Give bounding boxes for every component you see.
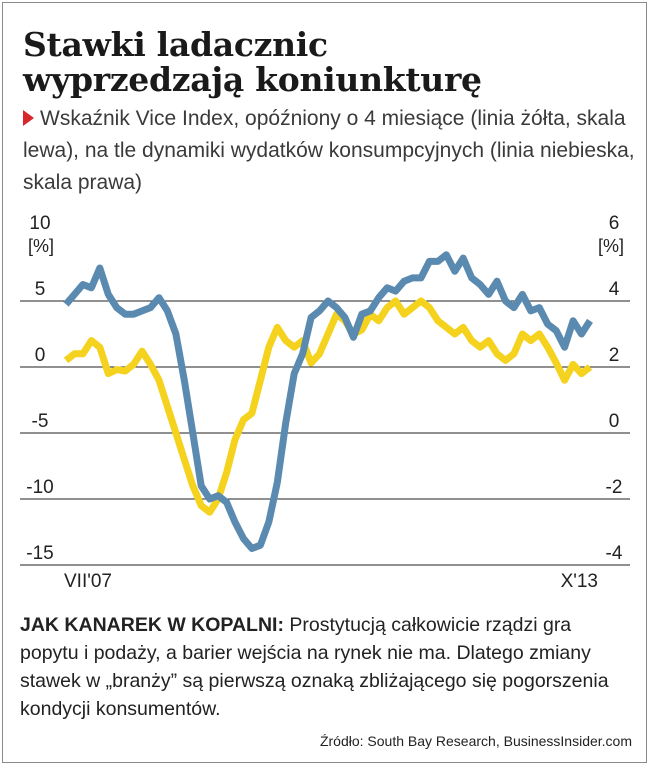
chart-series bbox=[63, 251, 593, 552]
chart-axis-labels: 10 6 5 4 0 2 -5 0 -10 -2 -15 -4 [%] [%] VII'07 X'13 bbox=[26, 213, 624, 592]
right-axis-tick-label: 0 bbox=[609, 411, 620, 432]
left-axis-tick-label: -10 bbox=[26, 477, 53, 498]
left-axis-tick-label: -15 bbox=[26, 543, 53, 564]
line-chart: 10 6 5 4 0 2 -5 0 -10 -2 -15 -4 [%] [%] VII'07 X'13 bbox=[20, 213, 630, 592]
right-axis-tick-label: -2 bbox=[606, 477, 623, 498]
left-axis-tick-label: 0 bbox=[35, 345, 46, 366]
red-triangle-icon bbox=[23, 110, 34, 126]
title-line-1: Stawki ladacznic bbox=[23, 25, 328, 64]
consumer-spending-line bbox=[63, 251, 593, 552]
right-axis-tick-label: 6 bbox=[609, 213, 620, 234]
left-axis-tick-label: 10 bbox=[29, 213, 50, 234]
chart-subtitle: Wskaźnik Vice Index, opóźniony o 4 miesi… bbox=[23, 103, 638, 199]
left-axis-tick-label: 5 bbox=[35, 279, 46, 300]
left-axis-unit: [%] bbox=[28, 236, 54, 256]
left-axis-tick-label: -5 bbox=[32, 411, 49, 432]
description-text: Prostytucją całkowicie rządzi gra popytu… bbox=[20, 614, 609, 720]
chart-description: JAK KANAREK W KOPALNI: Prostytucją całko… bbox=[20, 611, 635, 723]
right-axis-unit: [%] bbox=[598, 236, 624, 256]
source-credit: Źródło: South Bay Research, BusinessInsi… bbox=[319, 733, 632, 749]
x-axis-start-label: VII'07 bbox=[64, 571, 112, 592]
right-axis-tick-label: 2 bbox=[609, 345, 620, 366]
subtitle-text: Wskaźnik Vice Index, opóźniony o 4 miesi… bbox=[23, 107, 635, 194]
right-axis-tick-label: 4 bbox=[609, 279, 620, 300]
right-axis-tick-label: -4 bbox=[606, 543, 623, 564]
vice-index-line bbox=[63, 297, 593, 516]
title-line-2: wyprzedzają koniunkturę bbox=[23, 60, 482, 99]
page-title: Stawki ladacznic wyprzedzają koniunkturę bbox=[23, 27, 633, 97]
description-lead: JAK KANAREK W KOPALNI: bbox=[20, 614, 284, 636]
x-axis-end-label: X'13 bbox=[561, 571, 598, 592]
